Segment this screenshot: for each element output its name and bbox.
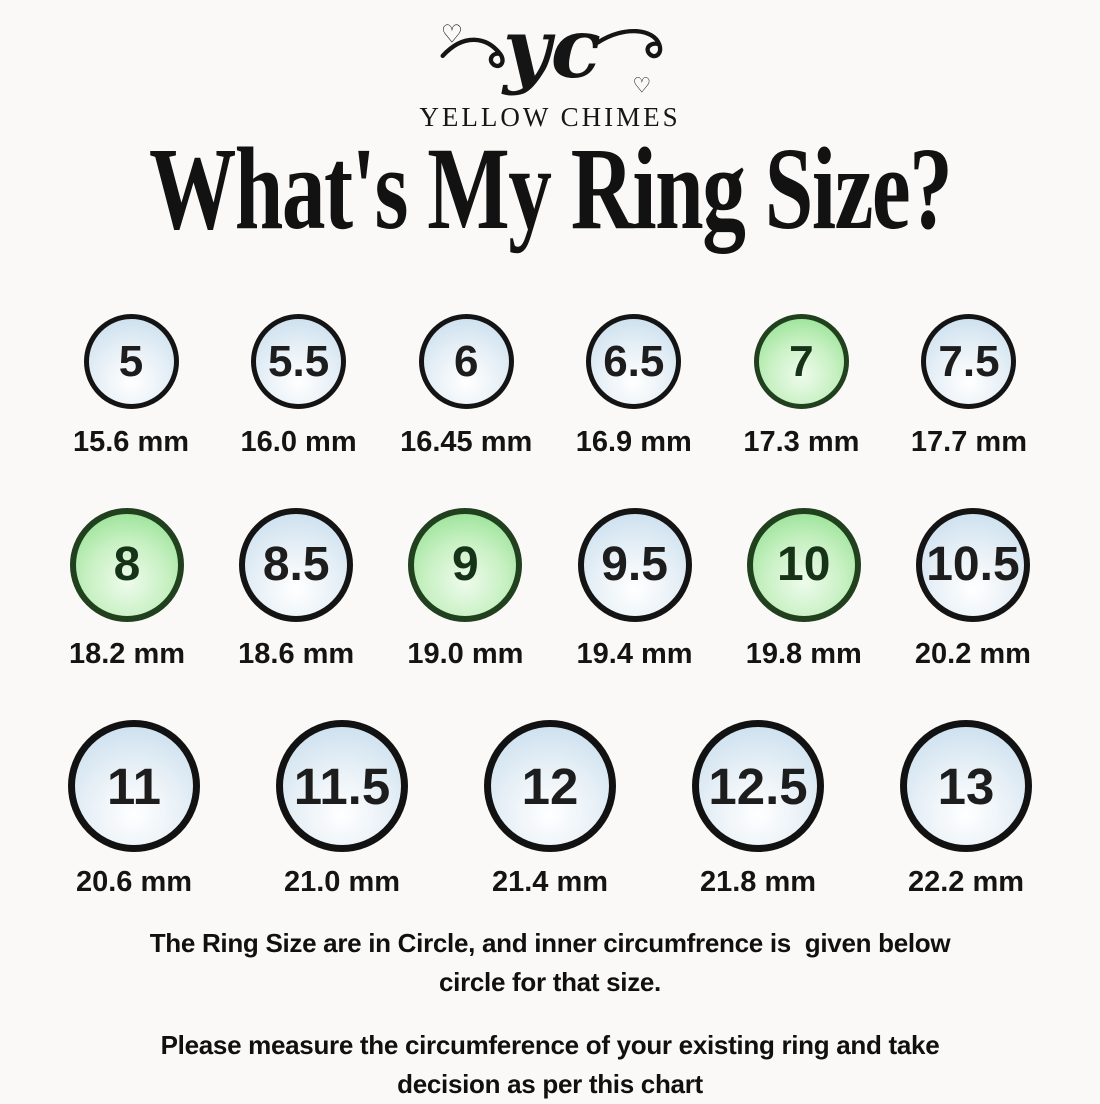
ring-size-row-2: 8 18.2 mm 8.5 18.6 mm 9 19.0 mm 9.5 19.4… <box>0 508 1100 671</box>
ring-size-circle: 7.5 <box>921 314 1017 409</box>
footer-note-circumference: The Ring Size are in Circle, and inner c… <box>149 928 951 997</box>
ring-size-circle: 11 <box>68 720 200 852</box>
ring-size-circle: 11.5 <box>276 720 408 852</box>
right-flourish <box>595 28 663 59</box>
left-flourish <box>440 37 505 69</box>
ring-size-number: 8.5 <box>262 538 330 591</box>
ring-size-circle: 12 <box>484 720 616 852</box>
brand-monogram: yc <box>501 4 601 97</box>
ring-size-cell-10.5: 10.5 20.2 mm <box>914 508 1032 671</box>
ring-size-cell-6: 6 16.45 mm <box>400 314 532 459</box>
ring-size-circle: 6 <box>418 314 514 409</box>
ring-diameter-label: 22.2 mm <box>907 866 1025 898</box>
ring-size-circle: 9 <box>408 508 523 622</box>
ring-diameter-label: 19.4 mm <box>576 638 693 670</box>
ring-size-circle: 7 <box>753 314 849 409</box>
ring-size-row-1: 5 15.6 mm 5.5 16.0 mm 6 16.45 mm 6.5 16.… <box>0 314 1100 459</box>
ring-size-circle: 5.5 <box>251 314 347 409</box>
ring-size-circle: 10 <box>746 508 861 622</box>
ring-diameter-label: 21.0 mm <box>283 866 401 898</box>
ring-size-cell-7: 7 17.3 mm <box>742 314 860 459</box>
brand-name: YELLOW CHIMES <box>419 102 681 132</box>
ring-diameter-label: 20.6 mm <box>75 866 193 898</box>
ring-size-cell-9: 9 19.0 mm <box>406 508 524 671</box>
ring-size-circle: 8.5 <box>239 508 354 622</box>
ring-diameter-label: 19.0 mm <box>407 638 524 670</box>
ring-diameter-label: 16.45 mm <box>400 426 533 458</box>
ring-size-row-3: 11 20.6 mm 11.5 21.0 mm 12 21.4 mm 12.5 … <box>0 720 1100 899</box>
ring-size-circle: 12.5 <box>692 720 824 852</box>
brand-monogram-graphic: ♡ yc ♡ <box>440 4 663 97</box>
ring-size-number: 11.5 <box>293 757 391 815</box>
ring-diameter-label: 20.2 mm <box>914 638 1031 670</box>
ring-size-cell-9.5: 9.5 19.4 mm <box>576 508 694 671</box>
ring-size-number: 6.5 <box>603 336 665 386</box>
ring-diameter-label: 17.7 mm <box>910 426 1027 458</box>
ring-size-cell-8: 8 18.2 mm <box>68 508 186 671</box>
ring-size-number: 5 <box>118 336 144 386</box>
ring-diameter-label: 21.8 mm <box>699 866 817 898</box>
ring-size-circle: 5 <box>83 314 179 409</box>
ring-size-cell-6.5: 6.5 16.9 mm <box>575 314 693 459</box>
ring-diameter-label: 16.0 mm <box>240 426 357 458</box>
ring-size-number: 9.5 <box>601 538 668 591</box>
ring-size-circle: 13 <box>900 720 1032 852</box>
ring-diameter-label: 18.6 mm <box>238 638 355 670</box>
ring-size-cell-12.5: 12.5 21.8 mm <box>682 720 834 899</box>
ring-size-circle: 6.5 <box>586 314 682 409</box>
ring-size-cell-5: 5 15.6 mm <box>72 314 190 459</box>
ring-size-number: 10 <box>777 538 831 591</box>
ring-size-number: 11 <box>107 757 161 815</box>
ring-size-number: 8 <box>113 538 141 591</box>
ring-diameter-label: 16.9 mm <box>575 426 692 458</box>
ring-size-number: 6 <box>453 336 479 386</box>
ring-diameter-label: 21.4 mm <box>491 866 609 898</box>
ring-size-cell-5.5: 5.5 16.0 mm <box>240 314 358 459</box>
ring-diameter-label: 17.3 mm <box>743 426 860 458</box>
page-title: What's My Ring Size? <box>148 123 953 254</box>
ring-size-number: 13 <box>937 757 995 815</box>
ring-size-cell-12: 12 21.4 mm <box>474 720 626 899</box>
ring-size-number: 5.5 <box>268 336 330 386</box>
ring-size-circle: 8 <box>70 508 184 622</box>
ring-size-number: 7.5 <box>938 336 1000 386</box>
ring-size-cell-8.5: 8.5 18.6 mm <box>237 508 355 671</box>
ring-size-cell-10: 10 19.8 mm <box>745 508 863 671</box>
footer-note-measure-instruction: Please measure the circumference of your… <box>160 1030 940 1099</box>
ring-size-number: 9 <box>452 538 479 591</box>
ring-size-cell-11: 11 20.6 mm <box>58 720 210 899</box>
ring-diameter-label: 15.6 mm <box>72 426 190 458</box>
ring-size-cell-7.5: 7.5 17.7 mm <box>910 314 1028 459</box>
ring-size-cell-13: 13 22.2 mm <box>890 720 1042 899</box>
heart-icon: ♡ <box>632 72 651 97</box>
ring-diameter-label: 18.2 mm <box>68 638 186 670</box>
ring-size-circle: 10.5 <box>915 508 1030 622</box>
ring-size-cell-11.5: 11.5 21.0 mm <box>266 720 418 899</box>
ring-size-circle: 9.5 <box>577 508 692 622</box>
heart-icon: ♡ <box>441 19 463 48</box>
ring-size-number: 7 <box>789 336 814 386</box>
brand-logo: ♡ yc ♡ YELLOW CHIMES <box>0 4 1100 133</box>
ring-diameter-label: 19.8 mm <box>745 638 862 670</box>
ring-size-number: 10.5 <box>926 538 1020 591</box>
ring-size-number: 12 <box>521 757 579 815</box>
ring-size-number: 12.5 <box>708 757 808 815</box>
